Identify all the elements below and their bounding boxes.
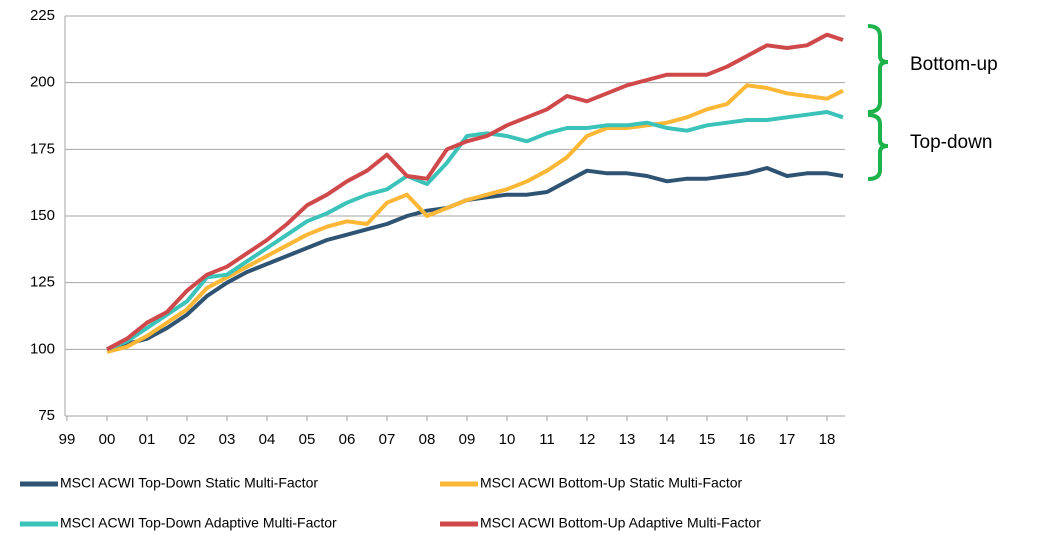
x-tick-label: 02 (179, 431, 196, 448)
y-tick-label: 75 (38, 407, 55, 424)
x-tick-label: 14 (659, 431, 676, 448)
x-tick-label: 04 (259, 431, 276, 448)
x-tick-label: 13 (619, 431, 636, 448)
legend-label: MSCI ACWI Top-Down Adaptive Multi-Factor (60, 515, 337, 531)
x-tick-label: 00 (99, 431, 116, 448)
x-tick-label: 17 (779, 431, 796, 448)
y-tick-label: 100 (30, 340, 55, 357)
bracket-top-down (867, 113, 889, 181)
x-tick-label: 07 (379, 431, 396, 448)
x-tick-label: 01 (139, 431, 156, 448)
series-line (106, 166, 844, 352)
annotation: Bottom-up (910, 54, 998, 75)
y-tick-label: 175 (30, 140, 55, 157)
x-tick-label: 08 (419, 431, 436, 448)
series-line (106, 32, 844, 352)
x-tick-label: 05 (299, 431, 316, 448)
y-tick-label: 200 (30, 74, 55, 91)
bracket-bottom-up (867, 24, 889, 114)
x-tick-label: 03 (219, 431, 236, 448)
x-tick-label: 10 (499, 431, 516, 448)
series-line (106, 83, 844, 354)
x-tick-label: 16 (739, 431, 756, 448)
x-tick-label: 18 (819, 431, 836, 448)
x-tick-label: 12 (579, 431, 596, 448)
x-tick-label: 06 (339, 431, 356, 448)
y-tick-label: 150 (30, 207, 55, 224)
y-tick-label: 125 (30, 274, 55, 291)
legend-label: MSCI ACWI Bottom-Up Adaptive Multi-Facto… (480, 515, 761, 531)
legend-label: MSCI ACWI Top-Down Static Multi-Factor (60, 475, 318, 491)
x-tick-label: 99 (59, 431, 76, 448)
legend-label: MSCI ACWI Bottom-Up Static Multi-Factor (480, 475, 742, 491)
y-tick-label: 225 (30, 7, 55, 24)
x-tick-label: 15 (699, 431, 716, 448)
annotation: Top-down (910, 132, 992, 153)
series-line (106, 110, 844, 352)
x-tick-label: 09 (459, 431, 476, 448)
x-tick-label: 11 (539, 431, 555, 448)
